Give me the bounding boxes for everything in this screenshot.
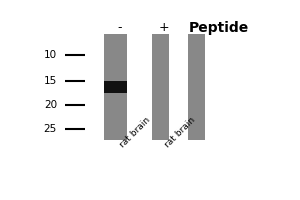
Bar <box>104 34 127 140</box>
Text: rat brain: rat brain <box>118 115 152 149</box>
Text: -: - <box>118 21 122 34</box>
Text: 20: 20 <box>44 100 57 110</box>
Text: Peptide: Peptide <box>189 21 249 35</box>
Bar <box>104 81 127 92</box>
Bar <box>188 34 205 140</box>
Bar <box>152 34 169 140</box>
Text: +: + <box>158 21 169 34</box>
Text: 25: 25 <box>44 124 57 134</box>
Text: 10: 10 <box>44 50 57 60</box>
Text: 15: 15 <box>44 76 57 86</box>
Text: rat brain: rat brain <box>163 115 197 149</box>
